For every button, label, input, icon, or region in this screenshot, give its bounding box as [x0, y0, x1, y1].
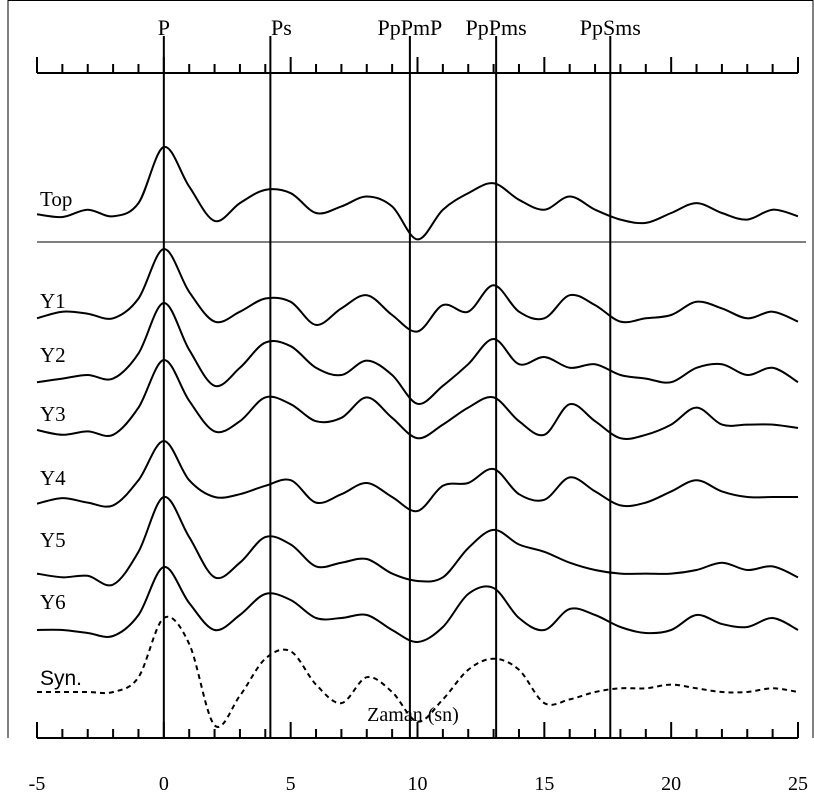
phase-label-p: P	[158, 15, 170, 40]
x-tick-label: 20	[661, 773, 681, 795]
x-tick-label: 15	[534, 773, 554, 795]
phase-label-ps: Ps	[271, 15, 292, 40]
phase-label-pppmp: PpPmP	[377, 15, 442, 40]
trace-y4	[36, 439, 799, 513]
trace-y3	[36, 359, 799, 440]
x-tick-label: 10	[408, 773, 428, 795]
trace-top	[36, 146, 799, 241]
trace-label-y4: Y4	[40, 466, 66, 490]
trace-y6	[36, 566, 799, 643]
x-tick-label: 0	[159, 773, 169, 795]
trace-label-syn: Syn.	[40, 667, 82, 690]
x-tick-label: 25	[788, 773, 808, 795]
trace-label-y2: Y2	[40, 343, 66, 367]
trace-y1	[36, 248, 799, 333]
trace-label-top: Top	[40, 187, 72, 211]
x-tick-label: 5	[286, 773, 296, 795]
trace-y2	[36, 302, 799, 405]
x-tick-label: -5	[29, 773, 46, 795]
phase-label-pppms: PpPms	[466, 15, 527, 40]
trace-label-y3: Y3	[40, 402, 66, 426]
trace-label-y6: Y6	[40, 590, 66, 614]
trace-label-y5: Y5	[40, 528, 66, 552]
x-axis-label: Zaman (sn)	[367, 704, 459, 726]
trace-label-y1: Y1	[40, 289, 66, 313]
phase-label-ppsms: PpSms	[580, 15, 641, 40]
